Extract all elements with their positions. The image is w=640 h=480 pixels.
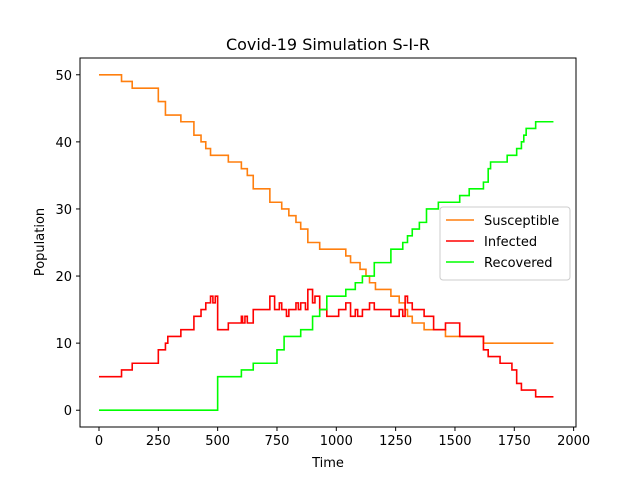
y-tick-label: 20: [55, 270, 72, 285]
series-line-infected: [98, 288, 554, 398]
y-axis: 0 10 20 30 40 50: [55, 69, 80, 419]
x-axis: 0 250 500 750 1000 1250 1500 1750 2000: [95, 427, 590, 449]
x-tick-label: 1000: [320, 434, 353, 449]
x-tick-label: 0: [95, 434, 103, 449]
x-tick-label: 1500: [438, 434, 471, 449]
x-tick-label: 750: [265, 434, 290, 449]
y-tick-label: 0: [64, 404, 72, 419]
x-axis-label: Time: [311, 456, 344, 471]
x-tick-label: 2000: [557, 434, 590, 449]
y-tick-label: 40: [55, 136, 72, 151]
series-layer: [98, 73, 554, 412]
legend-label-recovered: Recovered: [484, 256, 553, 271]
y-tick-label: 10: [55, 337, 72, 352]
x-tick-label: 250: [146, 434, 171, 449]
y-axis-label: Population: [33, 208, 48, 276]
y-tick-label: 30: [55, 203, 72, 218]
chart-title: Covid-19 Simulation S-I-R: [226, 35, 430, 54]
series-line-recovered: [98, 120, 554, 412]
legend: Susceptible Infected Recovered: [439, 206, 571, 281]
y-tick-label: 50: [55, 69, 72, 84]
x-tick-label: 1750: [498, 434, 531, 449]
x-tick-label: 500: [205, 434, 230, 449]
legend-label-infected: Infected: [484, 235, 537, 250]
legend-label-susceptible: Susceptible: [484, 214, 559, 229]
x-tick-label: 1250: [379, 434, 412, 449]
plot-frame: [79, 57, 577, 428]
